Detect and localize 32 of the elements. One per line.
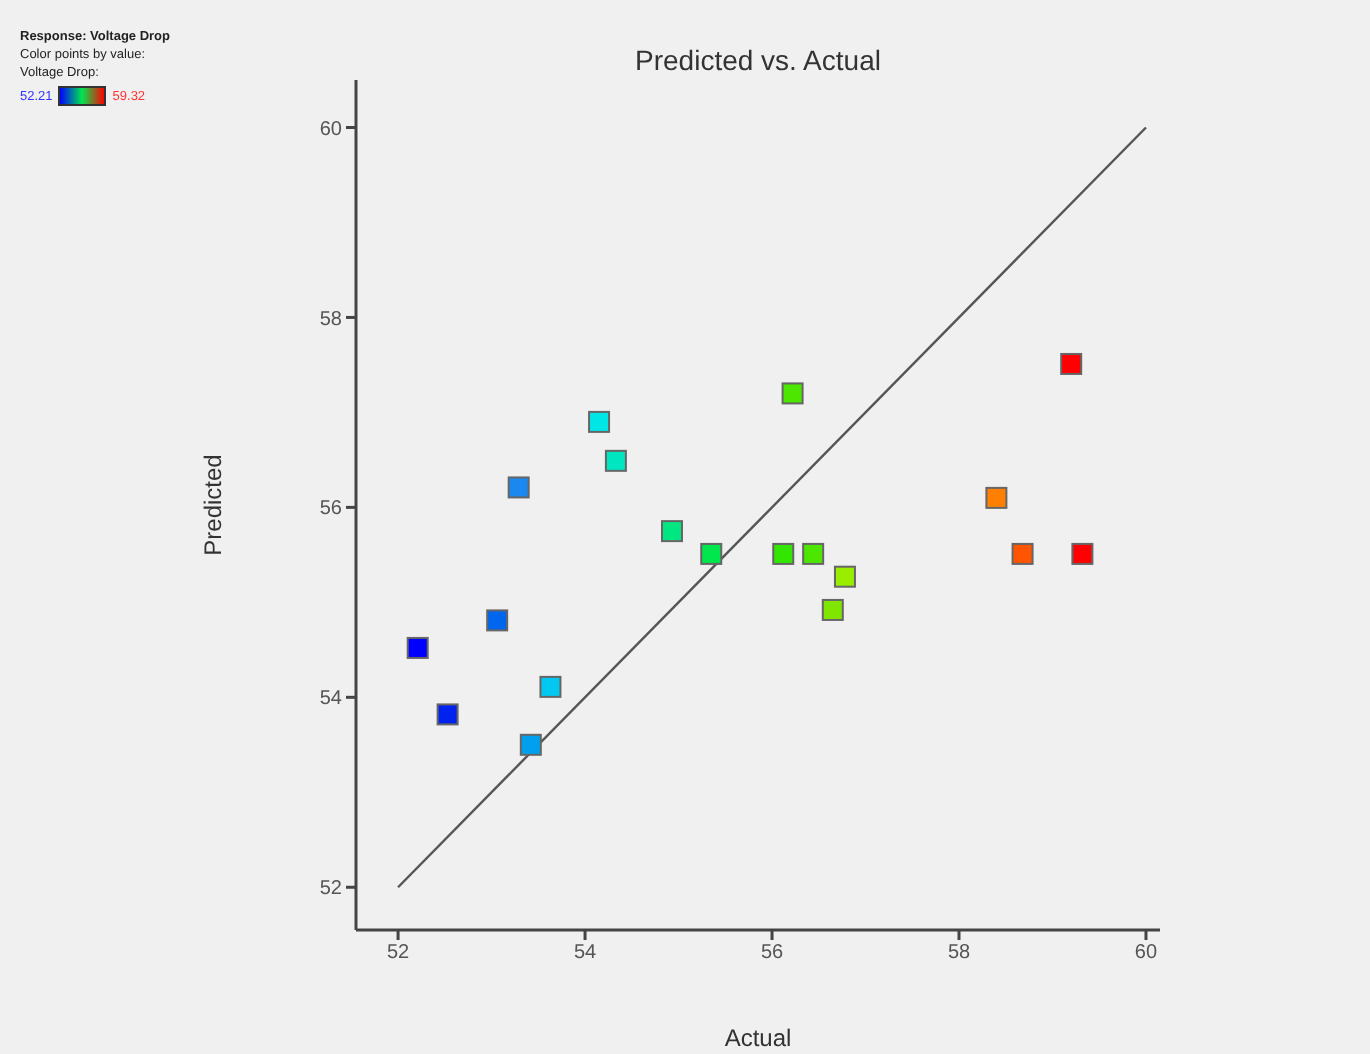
point xyxy=(1011,542,1034,565)
y-axis-title: Predicted xyxy=(198,454,227,556)
point xyxy=(486,609,509,632)
point xyxy=(519,733,542,756)
point xyxy=(802,542,825,565)
chart-title: Predicted vs. Actual xyxy=(633,44,883,76)
x-tick-label: 58 xyxy=(947,942,971,965)
y-tick-label: 56 xyxy=(319,498,343,521)
point xyxy=(1071,542,1094,565)
point xyxy=(821,598,844,621)
x-tick-label: 52 xyxy=(386,942,411,965)
point xyxy=(833,565,856,588)
point xyxy=(985,486,1008,509)
point xyxy=(604,449,627,472)
point xyxy=(539,675,562,698)
point xyxy=(781,382,804,405)
x-tick-label: 56 xyxy=(760,942,785,965)
point xyxy=(588,410,611,433)
point xyxy=(700,542,723,565)
point xyxy=(772,542,795,565)
point xyxy=(660,520,683,543)
y-tick-label: 60 xyxy=(319,118,343,141)
x-tick-label: 54 xyxy=(573,942,598,965)
y-tick-label: 52 xyxy=(319,878,343,901)
point xyxy=(1060,352,1083,375)
x-axis-title: Actual xyxy=(724,1024,792,1052)
y-tick-label: 58 xyxy=(319,308,343,331)
y-tick-label: 54 xyxy=(319,688,343,711)
point xyxy=(436,703,459,726)
point xyxy=(507,476,530,499)
x-tick-label: 60 xyxy=(1134,942,1158,965)
point xyxy=(406,636,429,659)
